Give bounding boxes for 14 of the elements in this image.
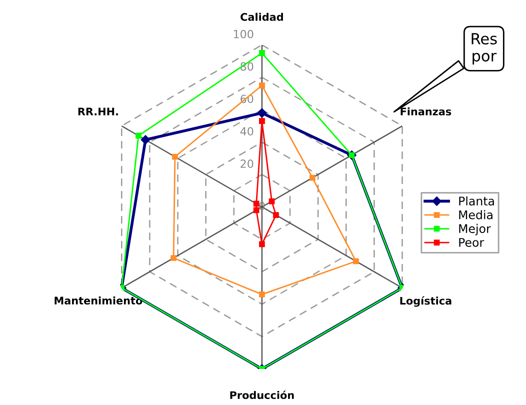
spoke-label: Finanzas xyxy=(400,107,452,116)
spoke-label: Logística xyxy=(400,296,452,307)
legend-label: Mejor xyxy=(459,224,491,236)
spoke-label: Mantenimiento xyxy=(54,296,142,305)
legend-label: Peor xyxy=(459,238,484,247)
spoke-label: Calidad xyxy=(240,12,283,21)
y-tick-label: 100 xyxy=(234,30,254,38)
y-tick-label: 20 xyxy=(240,160,254,168)
spoke-label: RR.HH. xyxy=(78,108,118,116)
legend-label: Planta xyxy=(459,196,494,206)
spoke-label: Producción xyxy=(230,390,294,400)
legend-label: Media xyxy=(459,210,492,220)
text: Res por xyxy=(472,33,497,65)
y-tick-label: 40 xyxy=(240,127,254,136)
